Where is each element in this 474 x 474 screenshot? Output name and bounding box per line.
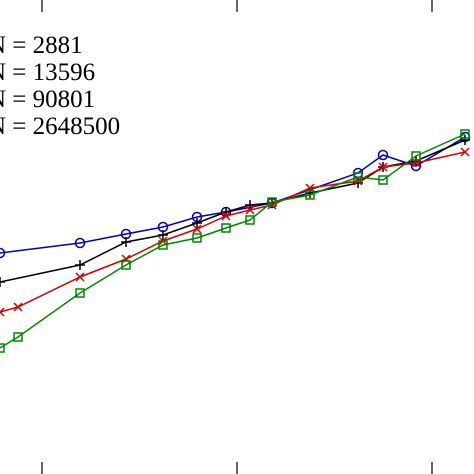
marker: [353, 178, 363, 188]
marker: [74, 237, 86, 249]
marker: [221, 223, 231, 233]
marker: [305, 190, 315, 200]
marker: [13, 302, 23, 312]
marker: [13, 332, 23, 342]
marker: [121, 237, 131, 247]
marker: [121, 260, 131, 270]
marker: [75, 260, 85, 270]
marker: [245, 205, 255, 215]
marker: [192, 218, 202, 228]
marker: [245, 215, 255, 225]
legend-label: N = 90801: [0, 86, 95, 113]
marker: [0, 343, 5, 353]
marker: [0, 247, 6, 259]
marker: [221, 211, 231, 221]
legend-label: N = 2881: [0, 32, 83, 59]
series-line: [0, 136, 466, 254]
marker: [158, 230, 168, 240]
marker: [411, 151, 421, 161]
series-line: [0, 151, 466, 313]
marker: [245, 200, 255, 210]
marker: [460, 129, 470, 139]
marker: [378, 162, 388, 172]
marker: [353, 172, 363, 182]
marker: [121, 254, 131, 264]
marker: [378, 175, 388, 185]
marker: [377, 149, 389, 161]
marker: [460, 135, 470, 145]
legend-label: N = 13596: [0, 59, 95, 86]
marker: [267, 197, 277, 207]
marker: [158, 240, 168, 250]
marker: [460, 147, 470, 157]
marker: [0, 277, 5, 287]
marker: [411, 156, 421, 166]
marker: [267, 200, 277, 210]
marker: [192, 224, 202, 234]
marker: [192, 233, 202, 243]
marker: [75, 272, 85, 282]
marker: [0, 307, 5, 317]
marker: [75, 288, 85, 298]
legend-label: N = 2648500: [0, 113, 120, 140]
